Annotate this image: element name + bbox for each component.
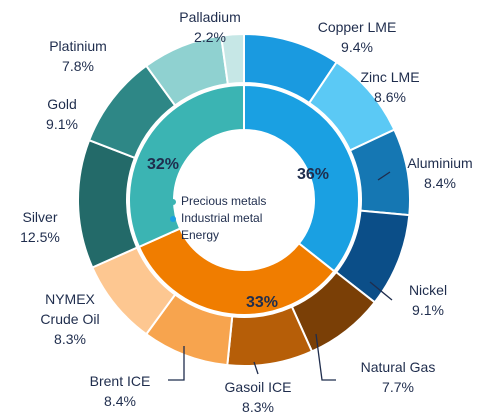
outer-label: Nickel 9.1%	[378, 280, 478, 320]
category-label: Nickel	[408, 282, 448, 298]
leader-line	[168, 346, 185, 381]
outer-label: Brent ICE 8.4%	[70, 371, 170, 411]
category-label: Zinc LME	[360, 69, 420, 85]
legend-item: Energy	[170, 228, 219, 242]
category-label: Brent ICE	[89, 373, 151, 389]
outer-label: Gold 9.1%	[22, 94, 102, 134]
legend-label: Industrial metal	[181, 211, 263, 225]
legend-swatch	[170, 215, 176, 222]
value-label: 9.1%	[46, 116, 78, 132]
value-label: 9.1%	[412, 302, 444, 318]
value-label: 8.4%	[104, 393, 136, 409]
inner-slice	[137, 227, 336, 316]
category-label: Platinium	[49, 38, 107, 54]
value-label: 8.3%	[242, 399, 274, 415]
inner-slice	[243, 83, 360, 273]
value-label: 12.5%	[20, 229, 60, 245]
legend-label: Precious metals	[181, 194, 267, 208]
value-label: 8.6%	[374, 89, 406, 105]
value-label: 8.3%	[54, 331, 86, 347]
outer-label: Aluminium 8.4%	[390, 153, 487, 193]
category-label: Copper LME	[317, 19, 397, 35]
category-label: Gold	[47, 96, 77, 112]
outer-label: Silver 12.5%	[0, 207, 80, 247]
legend-swatch	[170, 232, 176, 239]
inner-value-label: 36%	[296, 166, 330, 183]
legend-item: Precious metals	[170, 194, 266, 208]
value-label: 2.2%	[194, 29, 226, 45]
outer-slice	[219, 32, 245, 86]
value-label: 9.4%	[341, 39, 373, 55]
category-label: Aluminium	[407, 155, 473, 171]
outer-label: Zinc LME 8.6%	[340, 67, 440, 107]
value-label: 7.8%	[62, 58, 94, 74]
leader-line	[315, 333, 336, 381]
category-label: NYMEX Crude Oil	[40, 291, 100, 327]
leader-line	[377, 171, 391, 181]
category-label: Palladium	[179, 9, 241, 25]
outer-label: Palladium 2.2%	[160, 7, 260, 47]
outer-label: Gasoil ICE 8.3%	[208, 377, 308, 417]
outer-label: Natural Gas 7.7%	[343, 357, 453, 397]
inner-value-label: 33%	[245, 294, 279, 311]
outer-label: Copper LME 9.4%	[307, 17, 407, 57]
legend-item: Industrial metal	[170, 211, 262, 225]
legend-swatch	[170, 198, 176, 205]
leader-line	[369, 281, 393, 301]
leader-line	[253, 361, 259, 375]
value-label: 7.7%	[382, 379, 414, 395]
value-label: 8.4%	[424, 175, 456, 191]
inner-slice	[128, 83, 245, 249]
category-label: Silver	[22, 209, 58, 225]
outer-label: Platinium 7.8%	[28, 36, 128, 76]
category-label: Gasoil ICE	[224, 379, 292, 395]
outer-label: NYMEX Crude Oil 8.3%	[32, 289, 108, 349]
legend-label: Energy	[181, 228, 220, 242]
category-label: Natural Gas	[360, 359, 436, 375]
inner-value-label: 32%	[146, 156, 180, 173]
